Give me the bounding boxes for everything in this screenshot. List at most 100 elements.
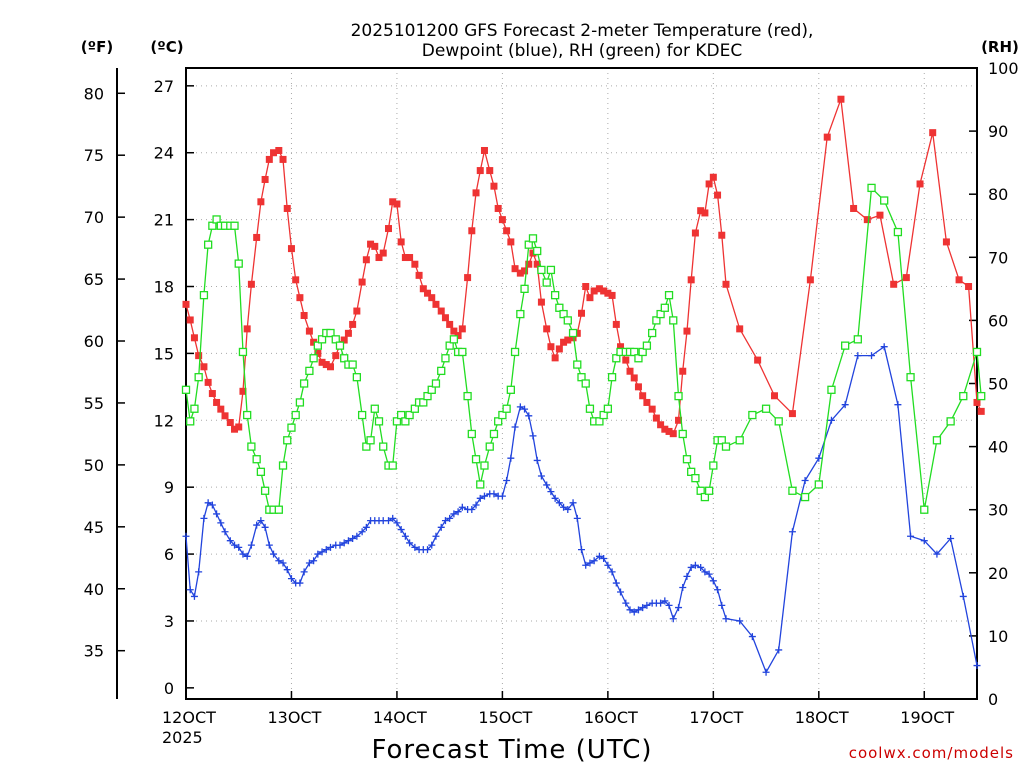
fahrenheit-tick-label: 70 <box>84 208 104 227</box>
temperature-point <box>468 227 476 235</box>
temperature-point <box>446 320 454 328</box>
temperature-point <box>691 229 699 237</box>
rh-point <box>370 404 379 413</box>
rh-point <box>463 391 472 401</box>
rh-point <box>853 335 862 344</box>
temperature-point <box>432 300 440 308</box>
temperature-point <box>200 363 208 371</box>
dewpoint-point <box>437 523 445 531</box>
temperature-point <box>701 209 709 217</box>
temperature-point <box>788 410 796 418</box>
rh-point <box>445 341 454 350</box>
rh-tick-label: 60 <box>988 311 1008 330</box>
dewpoint-point <box>300 568 308 576</box>
celsius-tick-label: 9 <box>164 478 174 497</box>
rh-point <box>717 436 726 445</box>
rh-point <box>577 373 586 382</box>
rh-point <box>691 473 700 483</box>
temperature-point <box>287 245 295 253</box>
dewpoint-point <box>314 550 322 558</box>
temperature-point <box>428 294 436 302</box>
temperature-point <box>657 421 665 429</box>
rh-tick-label: 80 <box>988 185 1008 204</box>
temperature-point <box>217 405 225 413</box>
rh-point <box>516 309 525 319</box>
dewpoint-point <box>283 566 291 574</box>
temperature-point <box>371 242 379 250</box>
temperature-point <box>669 430 677 438</box>
temperature-point <box>736 325 744 333</box>
dewpoint-point <box>326 543 334 551</box>
dewpoint-point <box>468 505 476 513</box>
temperature-point <box>551 354 559 362</box>
temperature-point <box>195 352 203 360</box>
temperature-point <box>231 425 239 433</box>
dewpoint-point <box>362 523 370 531</box>
dewpoint-point <box>959 592 967 600</box>
dewpoint-point <box>480 492 488 500</box>
rh-point <box>256 467 266 476</box>
rh-point <box>392 417 402 426</box>
dewpoint-point <box>279 559 287 567</box>
temperature-point <box>916 180 924 188</box>
rh-point <box>607 373 617 382</box>
chart-title-line2: Dewpoint (blue), RH (green) for KDEC <box>422 41 742 61</box>
temperature-point <box>679 367 687 375</box>
rh-point <box>449 335 459 344</box>
rh-point <box>533 246 542 256</box>
rh-point <box>528 234 538 243</box>
rh-point <box>199 291 209 300</box>
dewpoint-point <box>564 505 572 513</box>
temperature-point <box>537 298 545 306</box>
rh-point <box>203 240 213 249</box>
celsius-tick-label: 3 <box>164 612 174 631</box>
temperature-point <box>665 427 673 435</box>
rh-point <box>190 404 199 413</box>
temperature-point <box>441 314 449 322</box>
rh-point <box>291 410 300 420</box>
rh-point <box>563 316 572 325</box>
dewpoint-point <box>190 592 198 600</box>
fahrenheit-unit-label: (ºF) <box>81 38 113 56</box>
dewpoint-point <box>231 541 239 549</box>
temperature-point <box>604 289 612 297</box>
temperature-point <box>454 332 462 340</box>
temperature-point <box>626 367 634 375</box>
fahrenheit-tick-label: 65 <box>84 270 104 289</box>
x-tick-sublabel: 2025 <box>162 728 203 747</box>
rh-point <box>186 417 195 426</box>
temperature-point <box>186 316 194 324</box>
temperature-point <box>929 129 937 137</box>
dewpoint-point <box>310 557 318 565</box>
rh-point <box>709 461 718 470</box>
rh-point <box>357 410 367 420</box>
dewpoint-point <box>349 534 357 542</box>
rh-point <box>278 461 288 470</box>
rh-point <box>388 461 397 470</box>
dewpoint-point <box>516 403 524 411</box>
dewpoint-point <box>401 532 409 540</box>
rh-point <box>423 391 432 401</box>
temperature-point <box>560 338 568 346</box>
temperature-point <box>612 320 620 328</box>
rh-point <box>559 309 568 319</box>
celsius-tick-label: 24 <box>154 144 174 163</box>
temperature-point <box>586 294 594 302</box>
rh-point <box>696 486 705 495</box>
temperature-point <box>401 254 409 262</box>
dewpoint-point <box>257 517 265 525</box>
rh-point <box>299 379 309 388</box>
dewpoint-point <box>709 577 717 585</box>
rh-point <box>489 429 499 439</box>
rh-point <box>467 429 476 439</box>
temperature-point <box>450 327 458 335</box>
dewpoint-point <box>827 416 835 424</box>
dewpoint-point <box>265 541 273 549</box>
rh-point <box>585 404 595 413</box>
rh-point <box>664 291 674 300</box>
temperature-point <box>182 300 190 308</box>
dewpoint-point <box>454 508 462 516</box>
rh-point <box>932 436 942 445</box>
temperature-point <box>300 311 308 319</box>
dewpoint-point <box>336 541 344 549</box>
